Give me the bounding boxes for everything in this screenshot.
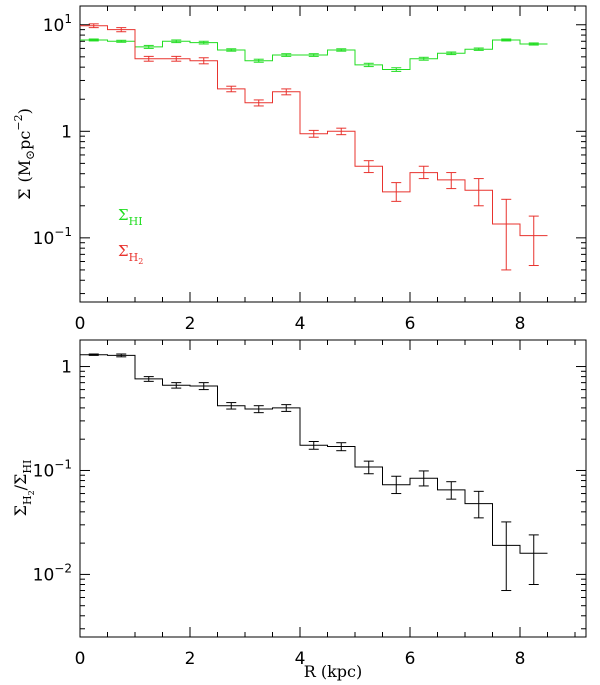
y-tick-label: 101 <box>43 12 72 36</box>
error-bar <box>446 51 457 56</box>
top-plot-frame <box>79 5 587 303</box>
error-bar <box>336 442 347 452</box>
series-Σ_HI <box>80 38 548 72</box>
error-bar <box>336 127 347 136</box>
error-bar <box>446 481 457 500</box>
error-bar <box>198 40 209 45</box>
y-tick-label: 1 <box>61 122 72 142</box>
top-panel: 0 2 4 6 8 101 1 10−1 Σ(M⊙pc−2) ΣHI ΣH2 <box>12 5 587 334</box>
bottom-y-axis-label: ΣH2/ΣHI <box>11 460 36 517</box>
y-tick-label: 10−2 <box>33 561 72 585</box>
error-bar <box>391 67 402 72</box>
top-axis-ticks <box>79 6 586 302</box>
error-bar <box>281 404 292 412</box>
x-tick-label: 8 <box>515 649 526 669</box>
error-bar <box>253 405 264 414</box>
error-bar <box>418 56 429 61</box>
x-tick-label: 2 <box>185 314 196 334</box>
error-bar <box>116 39 127 43</box>
bottom-axis-ticks <box>79 340 586 637</box>
error-bar <box>336 48 347 52</box>
bottom-data <box>80 353 548 592</box>
error-bar <box>446 172 457 190</box>
x-tick-label: 4 <box>295 314 306 334</box>
series-Σ_H2/Σ_HI <box>80 353 548 592</box>
step-line <box>80 354 548 554</box>
bottom-plot-frame <box>79 339 587 638</box>
step-line <box>80 39 548 70</box>
x-tick-label: 0 <box>75 314 86 334</box>
error-bar <box>308 129 319 138</box>
bottom-x-axis-label: R (kpc) <box>304 662 363 681</box>
legend-sigma-hi: ΣHI <box>118 206 143 228</box>
error-bar <box>363 62 374 68</box>
error-bar <box>418 165 429 180</box>
bottom-panel: 0 2 4 6 8 1 10−1 10−2 ΣH2/ΣHI R (kpc) <box>11 339 587 681</box>
error-bar <box>116 27 127 33</box>
top-data <box>80 23 548 271</box>
error-bar <box>391 475 402 495</box>
error-bar <box>501 198 512 271</box>
bottom-y-tick-labels: 1 10−1 10−2 <box>33 358 72 586</box>
error-bar <box>198 382 209 391</box>
error-bar <box>528 42 539 46</box>
error-bar <box>88 353 99 356</box>
x-tick-label: 2 <box>185 649 196 669</box>
x-tick-label: 0 <box>75 649 86 669</box>
error-bar <box>143 44 154 49</box>
error-bar <box>253 58 264 63</box>
error-bar <box>226 85 237 93</box>
error-bar <box>308 53 319 57</box>
error-bar <box>501 521 512 592</box>
error-bar <box>281 53 292 57</box>
error-bar <box>116 353 127 358</box>
top-y-tick-labels: 101 1 10−1 <box>33 12 72 249</box>
step-line <box>80 25 548 237</box>
error-bar <box>143 376 154 382</box>
error-bar <box>363 460 374 475</box>
bottom-x-tick-labels: 0 2 4 6 8 <box>75 649 526 669</box>
error-bar <box>226 402 237 410</box>
error-bar <box>363 160 374 174</box>
x-tick-label: 4 <box>295 649 306 669</box>
error-bar <box>528 215 539 267</box>
legend-sigma-h2: ΣH2 <box>118 242 143 266</box>
top-x-tick-labels: 0 2 4 6 8 <box>75 314 526 334</box>
error-bar <box>281 88 292 96</box>
x-tick-label: 6 <box>405 314 416 334</box>
error-bar <box>253 99 264 107</box>
error-bar <box>88 23 99 29</box>
error-bar <box>171 39 182 44</box>
error-bar <box>171 382 182 389</box>
error-bar <box>501 38 512 42</box>
top-y-axis-label: Σ(M⊙pc−2) <box>12 108 37 200</box>
y-tick-label: 10−1 <box>33 225 72 249</box>
error-bar <box>88 38 99 42</box>
x-tick-label: 8 <box>515 314 526 334</box>
error-bar <box>226 48 237 52</box>
error-bar <box>171 55 182 62</box>
error-bar <box>473 178 484 207</box>
error-bar <box>143 55 154 62</box>
error-bar <box>391 182 402 202</box>
error-bar <box>528 534 539 585</box>
y-tick-label: 1 <box>61 358 72 378</box>
y-tick-label: 10−1 <box>33 457 72 481</box>
error-bar <box>308 441 319 450</box>
error-bar <box>473 47 484 51</box>
error-bar <box>198 57 209 65</box>
error-bar <box>418 470 429 487</box>
series-Σ_H2 <box>80 23 548 271</box>
error-bar <box>473 490 484 519</box>
x-tick-label: 6 <box>405 649 416 669</box>
